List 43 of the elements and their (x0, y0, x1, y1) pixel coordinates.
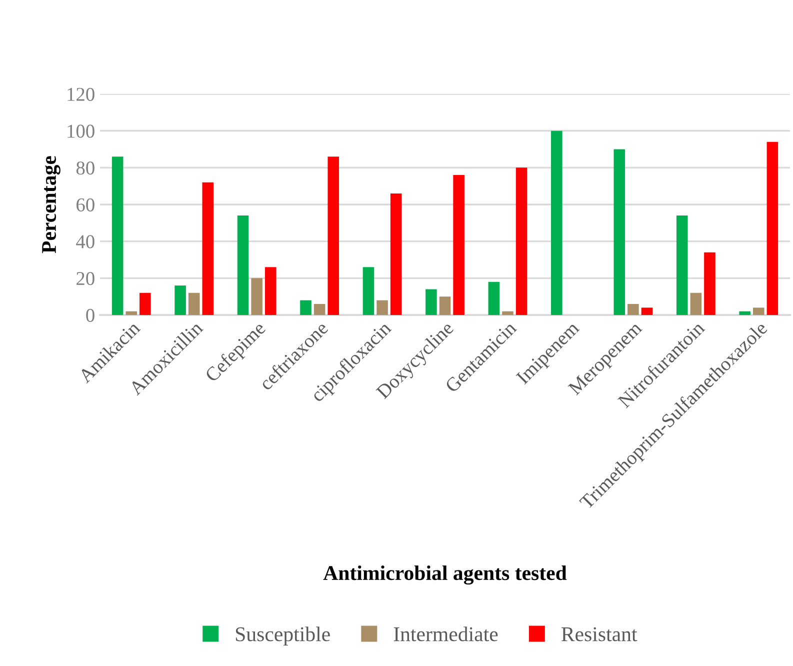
bar (126, 311, 138, 315)
bar (488, 282, 500, 315)
bar (690, 292, 702, 315)
bar (704, 252, 716, 315)
bar (426, 289, 437, 315)
legend-label: Intermediate (394, 626, 498, 642)
bar (516, 168, 528, 315)
bar (300, 300, 312, 315)
bar (676, 216, 688, 315)
y-tick-label: 40 (76, 235, 94, 248)
legend-label: Resistant (561, 627, 638, 642)
bar (453, 175, 464, 315)
bar (551, 130, 562, 315)
bar (140, 292, 151, 315)
bar (251, 278, 262, 315)
bar (376, 300, 388, 315)
bar (628, 304, 639, 315)
bar (314, 304, 326, 315)
bar (174, 286, 186, 315)
y-tick-label: 60 (76, 198, 94, 212)
bar (264, 267, 276, 315)
bar (390, 193, 402, 315)
bar (739, 311, 750, 315)
y-tick-label: 80 (76, 161, 94, 175)
y-tick-label: 100 (68, 124, 94, 138)
bar (188, 292, 200, 315)
bar (112, 156, 124, 315)
y-axis-title: Percentage (42, 156, 60, 254)
bar (502, 311, 514, 315)
bar (328, 156, 339, 315)
y-tick-label: 0 (86, 308, 94, 322)
bar (237, 216, 249, 315)
bar (641, 308, 653, 315)
x-axis-title: Antimicrobial agents tested (323, 565, 567, 585)
legend-label: Susceptible (236, 626, 330, 646)
bar (614, 149, 626, 315)
bar (439, 296, 451, 315)
bar (362, 267, 374, 315)
bar (202, 182, 214, 315)
bar (766, 142, 778, 315)
y-tick-label: 120 (68, 88, 94, 101)
y-tick-label: 20 (76, 272, 94, 286)
bar (752, 308, 764, 315)
